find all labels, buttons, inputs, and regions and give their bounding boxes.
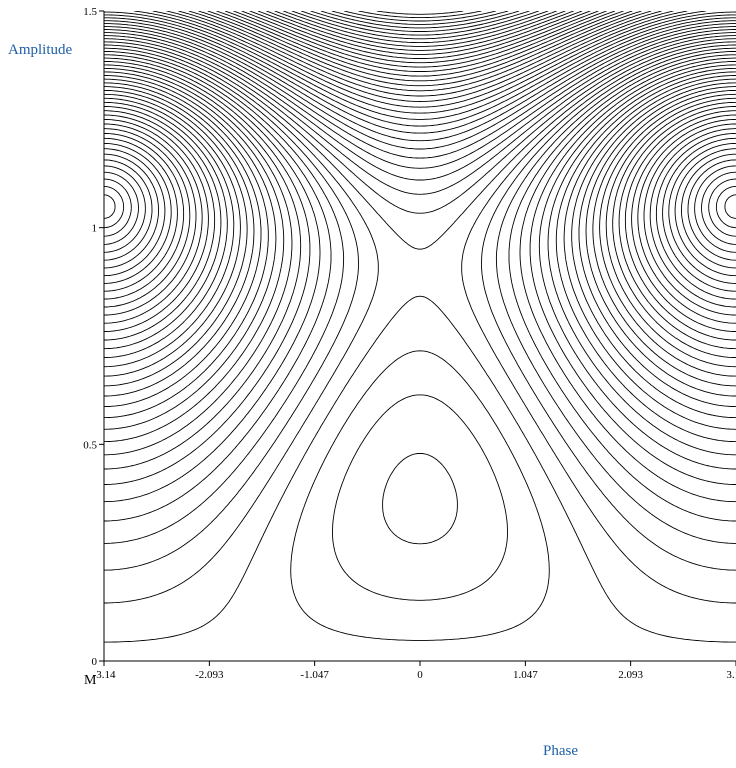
contour-line: [104, 137, 736, 292]
x-tick-label: 3.14: [726, 669, 736, 681]
contour-line: [104, 38, 736, 641]
contour-line: [104, 35, 736, 601]
contour-line: [310, 11, 530, 32]
contour-line: [104, 64, 736, 470]
contour-line: [104, 47, 736, 571]
contour-line: [104, 142, 736, 284]
contour-line: [376, 11, 464, 15]
contour-line: [104, 20, 736, 142]
x-tick-label: -1.047: [300, 669, 329, 681]
contour-line: [104, 97, 736, 368]
contour-line: [104, 106, 736, 350]
contour-lines: [104, 11, 736, 643]
contour-line: [104, 178, 736, 237]
contour-line: [104, 23, 736, 150]
contour-line: [233, 11, 607, 68]
contour-line: [257, 11, 583, 55]
contour-line: [358, 11, 482, 19]
contour-line: [104, 93, 736, 377]
contour-line: [188, 11, 652, 92]
contour-line: [344, 11, 496, 22]
contour-line: [104, 57, 736, 503]
contour-line: [104, 51, 736, 544]
contour-line: [104, 194, 736, 219]
contour-line: [320, 11, 520, 29]
contour-line: [104, 78, 736, 419]
contour-line: [249, 11, 591, 59]
x-tick-label: -2.093: [195, 669, 224, 681]
contour-line: [300, 11, 540, 36]
contour-line: [166, 11, 674, 102]
contour-line: [331, 11, 509, 25]
x-tick-label: 2.093: [618, 669, 643, 681]
x-axis-label: Phase: [543, 743, 578, 759]
contour-line: [104, 75, 736, 430]
contour-line: [104, 185, 736, 229]
x-tick-label: 0: [417, 669, 423, 681]
contour-line: [104, 114, 736, 332]
contour-line: [104, 14, 736, 127]
contour-line: [104, 153, 736, 269]
y-tick-label: 1.5: [83, 6, 97, 18]
contour-line: [104, 132, 736, 300]
contour-line: [216, 11, 624, 77]
contour-line: [104, 89, 736, 387]
contour-line: [224, 11, 616, 72]
contour-line: [178, 11, 662, 97]
contour-line: [134, 11, 706, 114]
contour-line: [104, 29, 736, 169]
contour-line: [274, 11, 566, 47]
contour-line: [104, 41, 736, 643]
contour-line: [104, 67, 736, 456]
axes: -3.14 -2.093 -1.047 0 1.047 2.093 3.14 0 0.5 1 1.5: [83, 6, 736, 681]
contour-line: [198, 11, 642, 87]
contour-line: [291, 11, 549, 40]
contour-line: [104, 123, 736, 316]
corner-label: M: [84, 673, 97, 688]
contour-line: [104, 86, 736, 397]
contour-line: [104, 110, 736, 341]
contour-line: [104, 61, 736, 485]
contour-line: [283, 11, 557, 44]
contour-line: [266, 11, 574, 51]
x-tick-label: 1.047: [513, 669, 538, 681]
contour-line: [104, 44, 736, 604]
contour-line: [104, 148, 736, 277]
contour-line: [104, 82, 736, 408]
contour-line: [104, 128, 736, 308]
contour-line: [104, 32, 736, 545]
contour-line: [104, 171, 736, 245]
contour-line: [104, 26, 736, 159]
y-tick-label: 0: [92, 656, 98, 668]
x-tick-label: -3.14: [93, 669, 116, 681]
contour-line: [104, 165, 736, 253]
contour-line: [104, 101, 736, 359]
contour-line: [152, 11, 688, 108]
contour-line: [104, 54, 736, 522]
contour-line: [104, 118, 736, 324]
contour-line: [104, 17, 736, 134]
contour-line: [241, 11, 599, 64]
y-tick-label: 1: [92, 223, 98, 235]
contour-line: [104, 159, 736, 261]
contour-line: [207, 11, 633, 82]
contour-line: [104, 11, 736, 120]
y-axis-label: Amplitude: [8, 42, 73, 58]
y-tick-label: 0.5: [83, 439, 97, 451]
contour-line: [104, 71, 736, 443]
